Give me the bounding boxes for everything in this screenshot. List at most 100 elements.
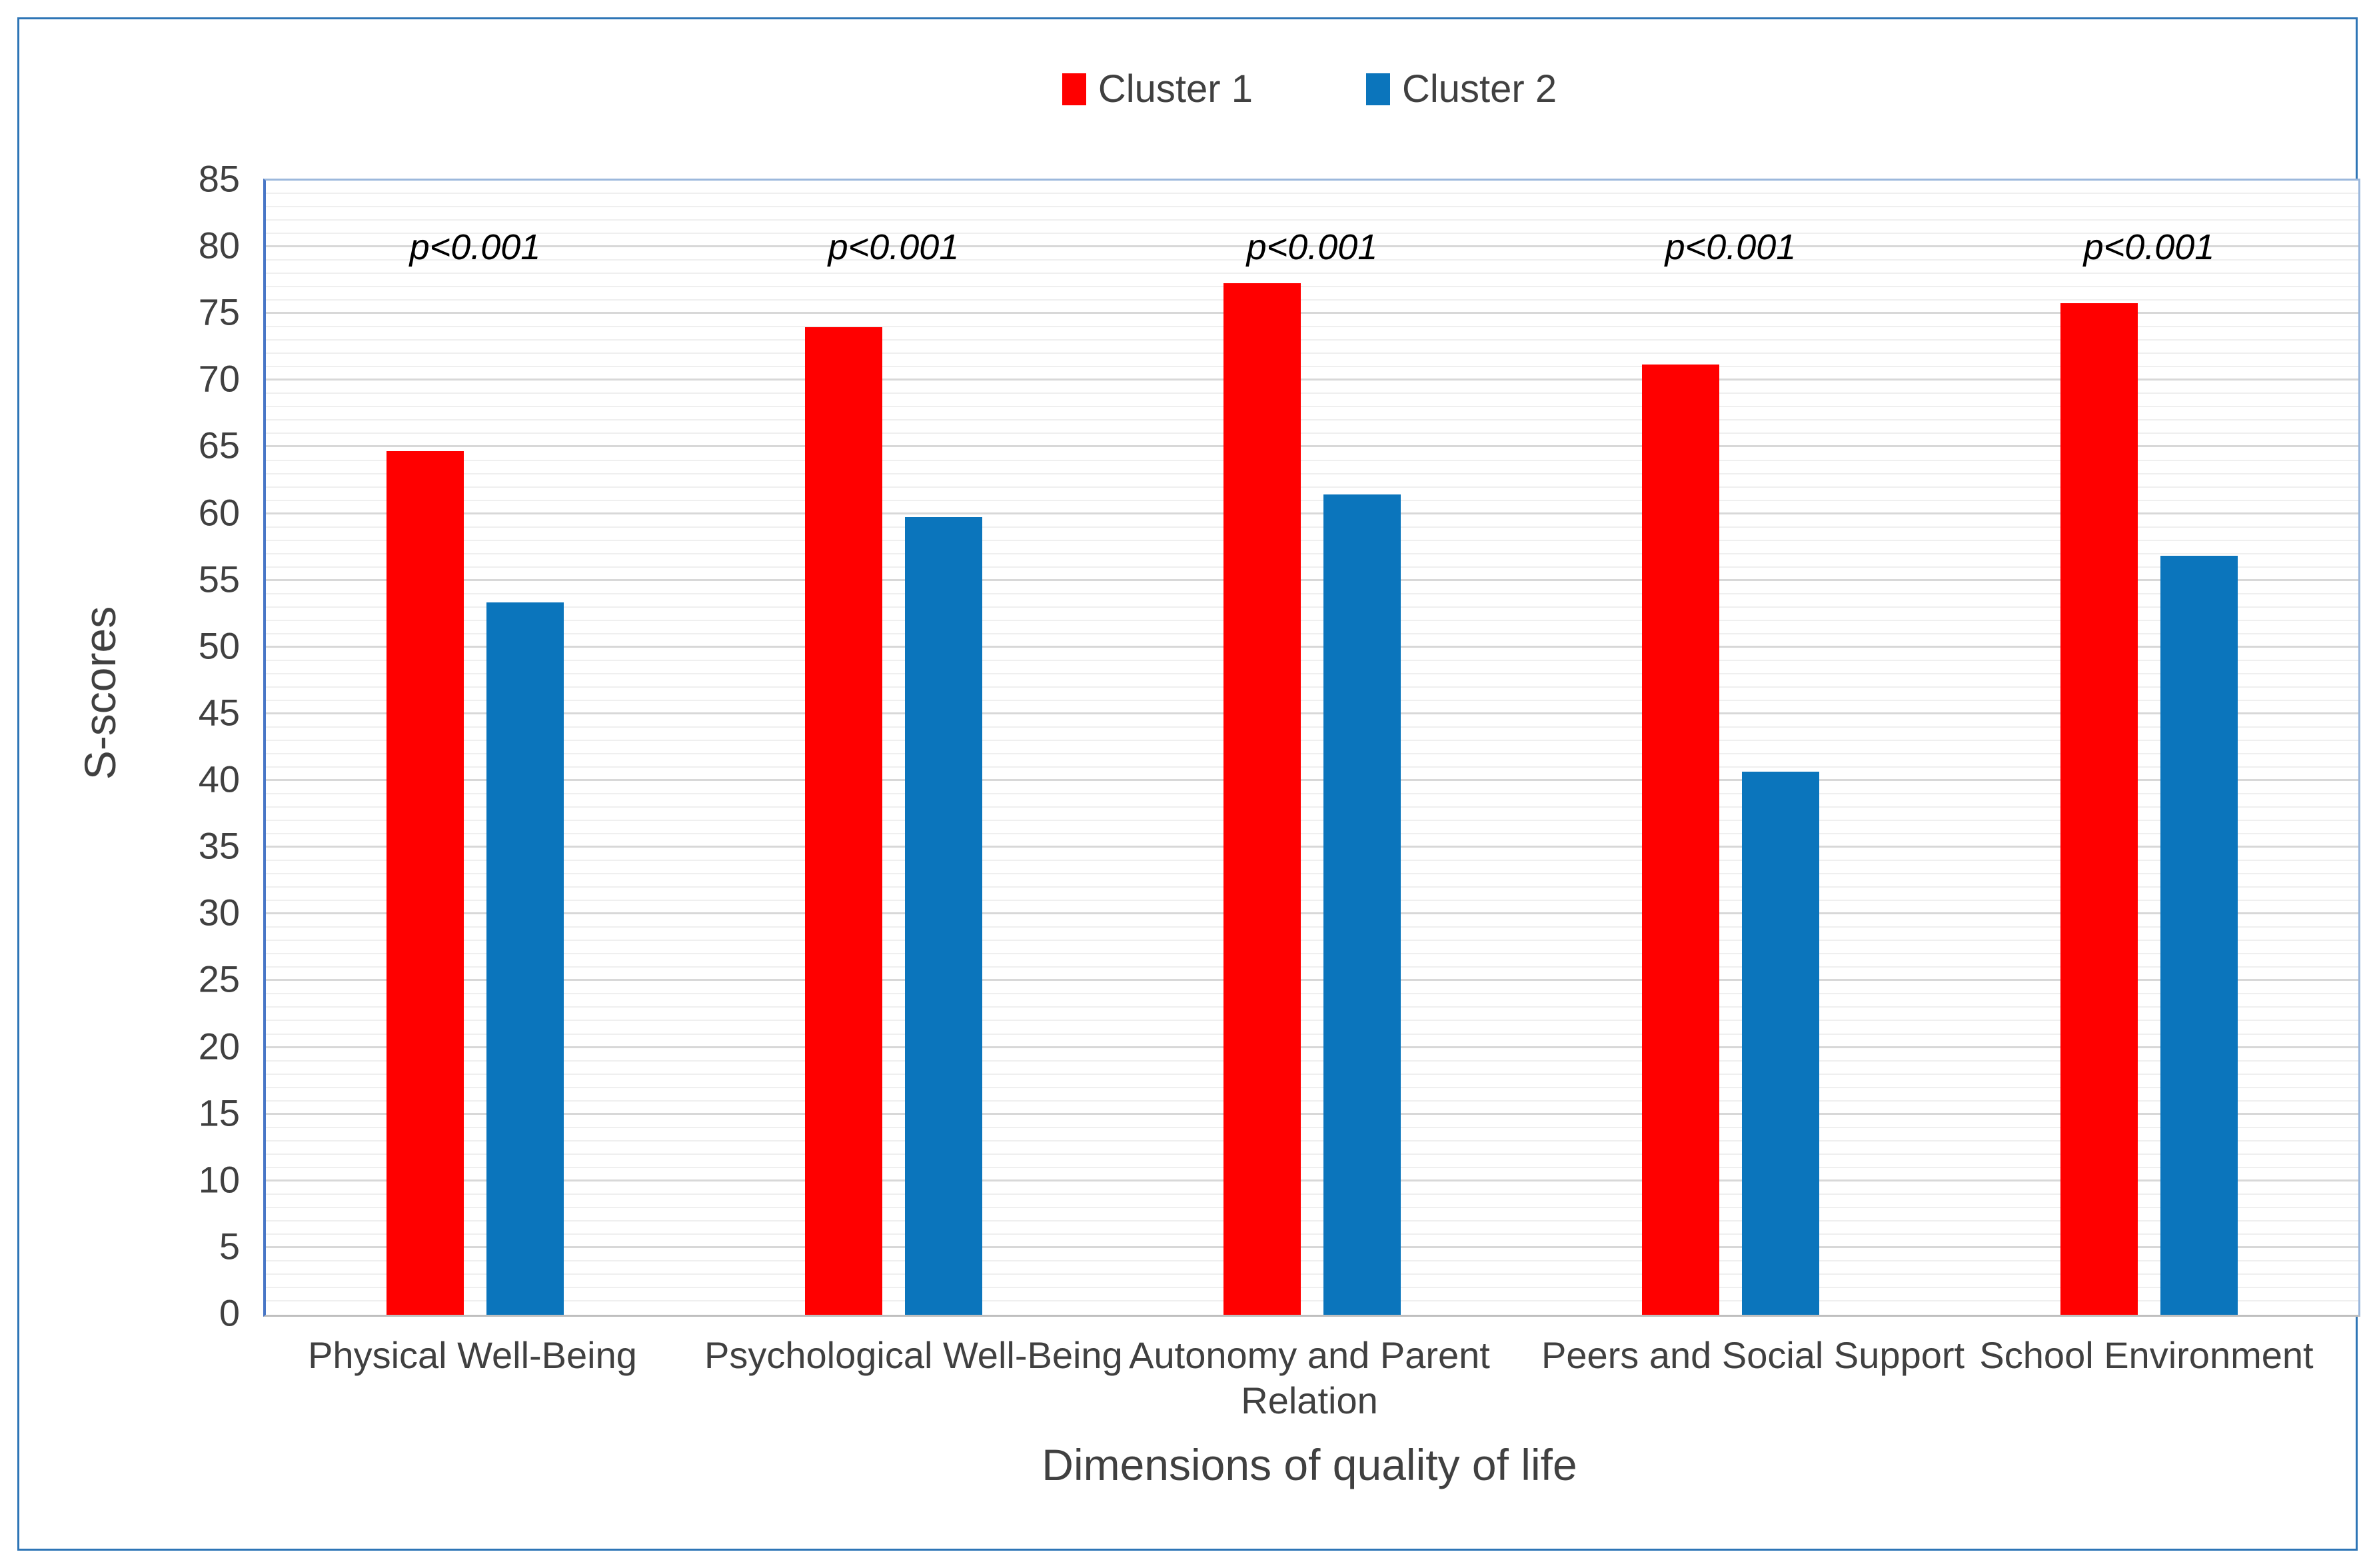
y-tick-label-15: 15 <box>198 1092 240 1134</box>
minor-gridline-38 <box>266 806 2358 808</box>
minor-gridline-4 <box>266 1259 2358 1261</box>
minor-gridline-79 <box>266 259 2358 261</box>
cluster1-swatch-icon <box>1062 73 1086 105</box>
minor-gridline-68 <box>266 406 2358 408</box>
minor-gridline-48 <box>266 672 2358 674</box>
bar-group-psychological-well-being: p<0.001 <box>684 181 1103 1315</box>
y-tick-label-60: 60 <box>198 491 240 534</box>
major-gridline-10 <box>266 1179 2358 1181</box>
major-gridline-20 <box>266 1046 2358 1048</box>
minor-gridline-44 <box>266 726 2358 728</box>
y-tick-label-30: 30 <box>198 891 240 934</box>
minor-gridline-84 <box>266 193 2358 195</box>
p-value-annotation-school-environment: p<0.001 <box>2083 227 2215 268</box>
y-tick-label-55: 55 <box>198 558 240 600</box>
major-gridline-45 <box>266 712 2358 714</box>
major-gridline-35 <box>266 846 2358 848</box>
minor-gridline-26 <box>266 966 2358 968</box>
minor-gridline-54 <box>266 592 2358 594</box>
y-tick-label-0: 0 <box>219 1291 240 1334</box>
p-value-annotation-physical-well-being: p<0.001 <box>409 227 541 268</box>
minor-gridline-73 <box>266 339 2358 341</box>
y-tick-label-50: 50 <box>198 624 240 667</box>
minor-gridline-8 <box>266 1206 2358 1208</box>
major-gridline-40 <box>266 779 2358 782</box>
minor-gridline-18 <box>266 1073 2358 1075</box>
category-label-psychological-well-being: Psychological Well-Being <box>704 1334 1123 1376</box>
y-axis-title: S-scores <box>75 606 125 780</box>
legend: Cluster 1 Cluster 2 <box>263 67 2356 111</box>
y-tick-label-85: 85 <box>198 157 240 200</box>
y-tick-label-80: 80 <box>198 224 240 267</box>
y-tick-label-70: 70 <box>198 357 240 400</box>
minor-gridline-43 <box>266 740 2358 741</box>
minor-gridline-46 <box>266 699 2358 701</box>
minor-gridline-29 <box>266 926 2358 928</box>
bar-cluster-1-psychological-well-being <box>805 327 882 1315</box>
bar-cluster-2-physical-well-being <box>486 602 564 1315</box>
minor-gridline-41 <box>266 766 2358 768</box>
minor-gridline-61 <box>266 499 2358 501</box>
minor-gridline-72 <box>266 353 2358 355</box>
bar-group-physical-well-being: p<0.001 <box>266 181 684 1315</box>
major-gridline-60 <box>266 512 2358 514</box>
minor-gridline-37 <box>266 820 2358 822</box>
minor-gridline-83 <box>266 206 2358 208</box>
category-label-school-environment: School Environment <box>1979 1334 2314 1376</box>
minor-gridline-6 <box>266 1233 2358 1235</box>
minor-gridline-67 <box>266 419 2358 421</box>
major-gridline-55 <box>266 578 2358 581</box>
minor-gridline-24 <box>266 993 2358 995</box>
p-value-annotation-peers-and-social-support: p<0.001 <box>1665 227 1797 268</box>
minor-gridline-62 <box>266 486 2358 488</box>
bar-cluster-1-physical-well-being <box>387 451 464 1315</box>
bar-cluster-1-school-environment <box>2060 303 2138 1315</box>
bar-group-peers-and-social-support: p<0.001 <box>1521 181 1940 1315</box>
minor-gridline-32 <box>266 886 2358 888</box>
minor-gridline-28 <box>266 940 2358 942</box>
minor-gridline-27 <box>266 953 2358 955</box>
minor-gridline-64 <box>266 459 2358 461</box>
minor-gridline-57 <box>266 552 2358 554</box>
minor-gridline-7 <box>266 1219 2358 1221</box>
minor-gridline-33 <box>266 873 2358 875</box>
minor-gridline-34 <box>266 860 2358 862</box>
legend-label-cluster1: Cluster 1 <box>1098 67 1253 111</box>
minor-gridline-56 <box>266 566 2358 568</box>
minor-gridline-42 <box>266 753 2358 755</box>
y-tick-label-20: 20 <box>198 1025 240 1068</box>
category-label-peers-and-social-support: Peers and Social Support <box>1541 1334 1965 1376</box>
minor-gridline-13 <box>266 1140 2358 1142</box>
major-gridline-80 <box>266 245 2358 248</box>
major-gridline-50 <box>266 645 2358 648</box>
legend-label-cluster2: Cluster 2 <box>1402 67 1557 111</box>
bar-cluster-2-school-environment <box>2160 555 2238 1315</box>
major-gridline-75 <box>266 312 2358 315</box>
minor-gridline-39 <box>266 793 2358 795</box>
category-label-autonomy-and-parent-relation: Autonomy and Parent Relation <box>1129 1334 1490 1422</box>
minor-gridline-12 <box>266 1153 2358 1155</box>
x-axis-title: Dimensions of quality of life <box>1042 1440 1577 1489</box>
y-tick-label-75: 75 <box>198 291 240 333</box>
major-gridline-15 <box>266 1112 2358 1115</box>
minor-gridline-1 <box>266 1299 2358 1301</box>
major-gridline-65 <box>266 445 2358 448</box>
bar-cluster-2-autonomy-and-parent-relation <box>1323 494 1401 1315</box>
minor-gridline-63 <box>266 472 2358 474</box>
y-axis-ticks: 0 5 10 15 20 25 30 35 40 45 50 55 60 65 70 75 80 85 <box>0 158 240 1334</box>
minor-gridline-23 <box>266 1006 2358 1008</box>
y-tick-label-45: 45 <box>198 691 240 734</box>
p-value-annotation-psychological-well-being: p<0.001 <box>828 227 960 268</box>
bar-cluster-2-peers-and-social-support <box>1742 772 1819 1315</box>
cluster2-swatch-icon <box>1366 73 1390 105</box>
minor-gridline-81 <box>266 233 2358 235</box>
minor-gridline-74 <box>266 326 2358 328</box>
minor-gridline-77 <box>266 286 2358 288</box>
y-tick-label-25: 25 <box>198 958 240 1000</box>
bar-cluster-2-psychological-well-being <box>905 516 982 1315</box>
y-tick-label-10: 10 <box>198 1158 240 1201</box>
minor-gridline-17 <box>266 1086 2358 1088</box>
major-gridline-25 <box>266 979 2358 982</box>
minor-gridline-71 <box>266 366 2358 368</box>
